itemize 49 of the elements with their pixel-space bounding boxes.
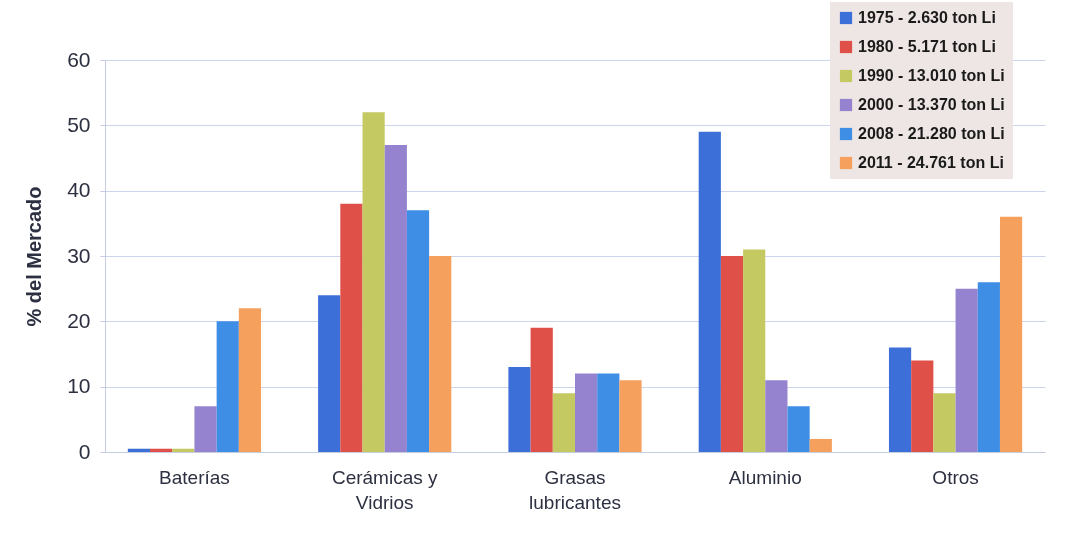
bar [575,373,598,452]
bar [787,406,810,452]
bar [508,367,531,452]
bar [216,321,239,452]
bar [698,131,721,452]
legend-label: 1980 - 5.171 ton Li [858,38,996,55]
bar [340,203,363,452]
bar [194,406,217,452]
bar [238,308,262,452]
y-tick-label: 50 [67,112,91,136]
bar [619,380,642,452]
bar [809,438,832,452]
legend-label: 2008 - 21.280 ton Li [858,125,1005,142]
bar [318,295,341,452]
x-tick-label: Cerámicas y Vidrios [331,466,438,513]
bar [743,249,766,452]
y-tick-label: 60 [67,47,91,71]
bar [362,112,385,452]
bar [977,282,1000,452]
legend-label: 2000 - 13.370 ton Li [858,96,1005,113]
bar [597,373,620,452]
x-tick-label: Aluminio [728,466,802,488]
bar [127,448,151,452]
bar [552,393,575,452]
bar [384,144,407,452]
x-tick-label: Baterías [159,466,230,488]
bar [911,360,934,452]
bar [888,347,912,452]
bar [429,256,452,452]
y-tick-label: 0 [78,439,91,463]
bar [172,448,195,452]
bar [720,256,744,452]
y-tick-label: 20 [67,308,91,332]
x-tick-label: Otros [932,466,979,488]
bar [406,210,430,452]
legend-label: 1990 - 13.010 ton Li [858,67,1005,84]
bar [765,380,788,452]
x-tick-label: Grasas lubricantes [529,466,621,513]
bar [150,448,173,452]
bar [955,288,978,452]
y-tick-label: 10 [67,374,91,398]
legend-label: 1975 - 2.630 ton Li [858,9,996,26]
y-tick-label: 40 [67,178,91,202]
bar [999,216,1023,452]
y-tick-label: 30 [67,243,91,267]
bar [933,393,956,452]
legend-label: 2011 - 24.761 ton Li [858,154,1004,171]
bar [530,327,553,452]
y-axis-title: % del Mercado [23,186,46,327]
